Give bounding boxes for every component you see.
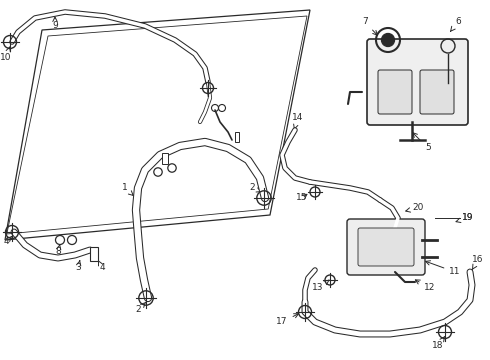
Text: 19: 19 [456,213,474,222]
FancyBboxPatch shape [235,132,239,142]
Text: 20: 20 [406,203,424,212]
Text: 15: 15 [296,194,308,202]
FancyBboxPatch shape [367,39,468,125]
Text: 1: 1 [122,184,133,195]
Text: 12: 12 [416,280,436,292]
Text: 8: 8 [55,244,61,256]
Text: 19: 19 [462,213,474,222]
FancyBboxPatch shape [347,219,425,275]
Text: 14: 14 [293,113,304,129]
Text: 11: 11 [426,261,461,276]
Circle shape [381,33,394,46]
Text: 16: 16 [472,256,484,270]
FancyBboxPatch shape [90,247,98,261]
Text: 13: 13 [312,280,329,292]
FancyBboxPatch shape [378,70,412,114]
Text: 18: 18 [432,336,445,351]
Text: 4: 4 [98,261,105,273]
Text: 17: 17 [276,314,298,327]
Text: 6: 6 [450,18,461,31]
Text: 2: 2 [249,184,261,193]
Text: 5: 5 [413,133,431,153]
Text: 4: 4 [3,237,12,247]
Text: 10: 10 [0,47,12,63]
Text: 7: 7 [362,18,377,35]
Text: 9: 9 [52,17,58,31]
Text: 3: 3 [75,261,81,273]
FancyBboxPatch shape [358,228,414,266]
FancyBboxPatch shape [162,153,168,165]
Text: 2: 2 [135,302,146,315]
FancyBboxPatch shape [420,70,454,114]
